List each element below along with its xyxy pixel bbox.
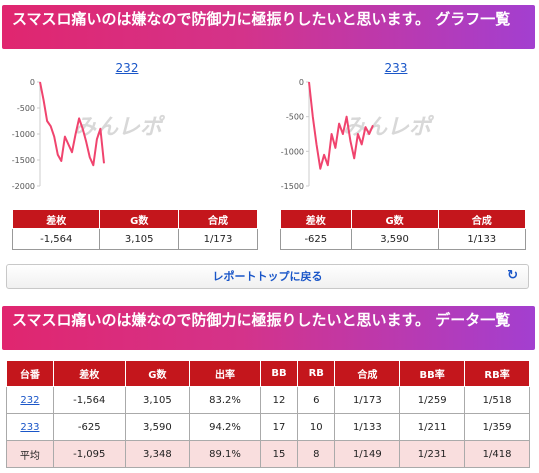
watermark-logo: みんレポ: [74, 114, 166, 140]
cell: -625: [280, 228, 352, 250]
col-header: BB率: [399, 360, 466, 387]
col-header: G数: [99, 209, 179, 229]
cell: 10: [297, 413, 336, 441]
y-tick-label: -1000: [12, 130, 35, 139]
cell: 94.2%: [189, 413, 261, 441]
cell: 1/359: [464, 413, 530, 441]
col-header: 差枚: [11, 209, 101, 229]
graph-section-header: スマスロ痛いのは嫌なので防御力に極振りしたいと思います。 グラフ一覧: [2, 5, 535, 49]
cell: -1,564: [52, 386, 126, 414]
cell: 1/259: [399, 386, 466, 414]
cell: 3,105: [99, 228, 179, 250]
y-tick-label: 0: [30, 78, 35, 87]
y-tick-label: -1500: [12, 156, 35, 165]
col-header: 合成: [334, 360, 401, 387]
cell: 3,590: [124, 413, 191, 441]
col-header: 差枚: [280, 209, 352, 229]
summary-table-232: 差枚 G数 合成 -1,564 3,105 1/173: [11, 209, 259, 250]
cell: 3,590: [350, 228, 439, 250]
machine-link-233[interactable]: 233: [20, 421, 40, 433]
chart-panel-233: 233 みんレポ 0 -500 -1000 -1500: [271, 58, 521, 200]
cell: 3,105: [124, 386, 191, 414]
cell: 1/149: [334, 440, 401, 468]
cell: 1/133: [334, 413, 401, 441]
graph-section-title: スマスロ痛いのは嫌なので防御力に極振りしたいと思います。 グラフ一覧: [12, 10, 511, 28]
table-row: 232 -1,564 3,105 83.2% 12 6 1/173 1/259 …: [6, 386, 530, 414]
cell: 17: [259, 413, 299, 441]
col-header: G数: [350, 209, 439, 229]
back-to-report-top-button[interactable]: レポートトップに戻る ↻: [6, 264, 529, 289]
series-line: [308, 81, 374, 170]
y-tick-label: -1500: [281, 182, 304, 191]
machine-link-232[interactable]: 232: [115, 61, 139, 75]
col-header: RB率: [464, 360, 530, 387]
col-header: BB: [259, 360, 299, 387]
average-row: 平均 -1,095 3,348 89.1% 15 8 1/149 1/231 1…: [6, 440, 530, 468]
cell: 232: [6, 386, 54, 414]
chart-title: 232: [2, 61, 252, 75]
machine-link-232[interactable]: 232: [20, 394, 40, 406]
data-section-title: スマスロ痛いのは嫌なので防御力に極振りしたいと思います。 データ一覧: [12, 311, 511, 329]
y-tick-label: -1000: [281, 147, 304, 156]
cell: -1,564: [11, 228, 101, 250]
col-header: 差枚: [52, 360, 126, 387]
data-section-header: スマスロ痛いのは嫌なので防御力に極振りしたいと思います。 データ一覧: [2, 306, 535, 350]
cell: 1/211: [399, 413, 466, 441]
cell: 1/418: [464, 440, 530, 468]
cell: 1/173: [177, 228, 259, 250]
summary-table-233: 差枚 G数 合成 -625 3,590 1/133: [280, 209, 527, 250]
col-header: 台番: [6, 360, 54, 387]
cell: -625: [52, 413, 126, 441]
chart-title: 233: [271, 61, 521, 75]
y-tick-label: -500: [286, 113, 304, 122]
cell: 1/518: [464, 386, 530, 414]
col-header: G数: [124, 360, 191, 387]
refresh-icon: ↻: [507, 268, 518, 283]
col-header: 合成: [437, 209, 527, 229]
cell: 平均: [6, 440, 54, 468]
chart-232: みんレポ 0 -500 -1000 -1500 -2000: [12, 78, 166, 191]
y-tick-label: -500: [17, 104, 35, 113]
cell: 89.1%: [189, 440, 261, 468]
cell: 1/231: [399, 440, 466, 468]
cell: 83.2%: [189, 386, 261, 414]
cell: 6: [297, 386, 336, 414]
cell: 1/133: [437, 228, 527, 250]
series-line: [39, 81, 105, 167]
cell: 233: [6, 413, 54, 441]
col-header: 合成: [177, 209, 259, 229]
cell: 3,348: [124, 440, 191, 468]
col-header: 出率: [189, 360, 261, 387]
cell: 1/173: [334, 386, 401, 414]
table-row: 233 -625 3,590 94.2% 17 10 1/133 1/211 1…: [6, 413, 530, 441]
machine-link-233[interactable]: 233: [384, 61, 408, 75]
cell: 15: [259, 440, 299, 468]
y-tick-label: -2000: [12, 182, 35, 191]
cell: -1,095: [52, 440, 126, 468]
cell: 12: [259, 386, 299, 414]
cell: 8: [297, 440, 336, 468]
col-header: RB: [297, 360, 336, 387]
chart-panel-232: 232 みんレポ 0 -500 -1000 -1500 -2000: [2, 58, 252, 200]
data-table: 台番 差枚 G数 出率 BB RB 合成 BB率 RB率 232 -1,564 …: [6, 360, 530, 468]
y-tick-label: 0: [299, 78, 304, 87]
back-button-label: レポートトップに戻る: [212, 270, 323, 283]
